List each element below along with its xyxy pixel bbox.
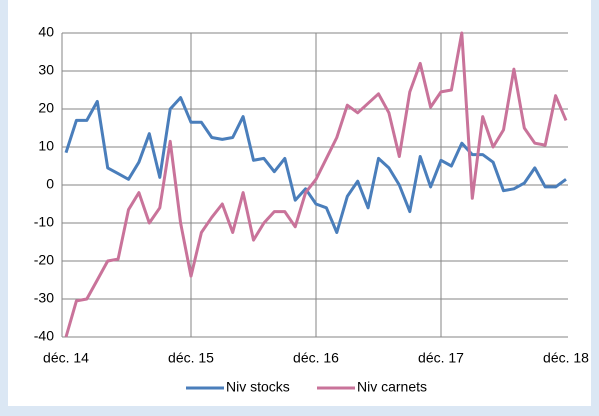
x-tick-label: déc. 16	[293, 350, 339, 366]
x-tick-label: déc. 15	[168, 350, 214, 366]
series-line	[64, 96, 567, 234]
y-tick-label: -30	[34, 290, 54, 306]
y-tick-label: 20	[38, 100, 54, 116]
y-tick-label: -40	[34, 328, 54, 344]
y-tick-label: 0	[46, 176, 54, 192]
y-tick-label: 40	[38, 24, 54, 40]
x-tick-label: déc. 18	[543, 350, 589, 366]
x-tick-label: déc. 14	[43, 350, 89, 366]
series-line	[64, 31, 568, 338]
y-tick-label: -20	[34, 252, 54, 268]
x-tick-label: déc. 17	[418, 350, 464, 366]
chart-area	[8, 0, 591, 406]
y-tick-label: -10	[34, 214, 54, 230]
y-tick-label: 30	[38, 62, 54, 78]
legend-label: Niv carnets	[357, 379, 427, 395]
legend-label: Niv stocks	[226, 379, 290, 395]
y-tick-label: 10	[38, 138, 54, 154]
